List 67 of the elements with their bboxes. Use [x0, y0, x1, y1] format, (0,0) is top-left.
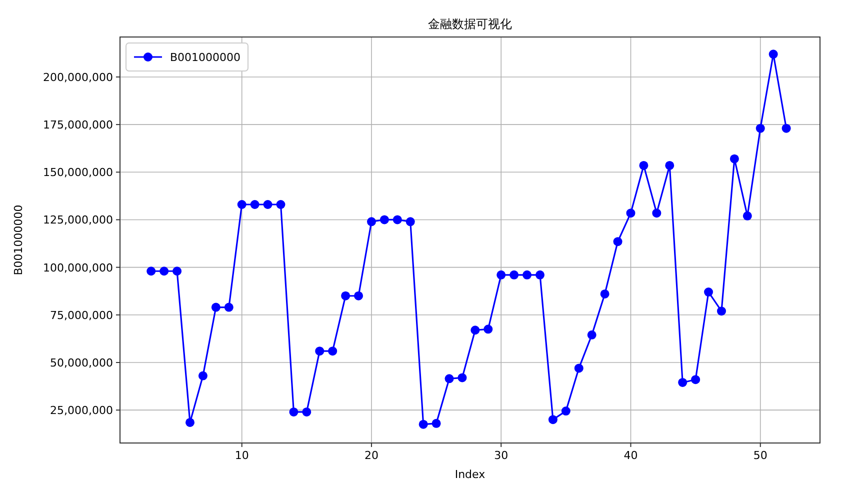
y-tick-label: 200,000,000 — [43, 70, 113, 84]
y-tick-label: 150,000,000 — [43, 166, 113, 180]
point — [691, 375, 700, 384]
point — [587, 330, 596, 340]
point — [160, 266, 169, 276]
point — [458, 373, 467, 382]
point — [678, 378, 688, 387]
x-tick-label: 50 — [753, 449, 768, 462]
x-tick-label: 20 — [364, 449, 378, 462]
point — [626, 208, 636, 218]
point — [237, 200, 246, 209]
point — [341, 291, 350, 300]
point — [548, 415, 558, 424]
point — [665, 160, 674, 170]
point — [146, 266, 156, 276]
point — [432, 418, 441, 428]
point — [716, 306, 726, 316]
point — [639, 160, 648, 170]
y-axis-title: B001000000 — [12, 204, 25, 276]
y-tick-label: 75,000,000 — [50, 308, 113, 322]
point — [172, 266, 182, 276]
point — [561, 406, 570, 416]
point — [470, 326, 480, 335]
point — [496, 270, 506, 280]
point — [418, 420, 428, 429]
x-tick-label: 40 — [624, 449, 638, 462]
point — [484, 324, 493, 334]
point — [315, 346, 324, 356]
point — [328, 346, 338, 356]
chart-title: 金融数据可视化 — [428, 17, 512, 31]
point — [186, 418, 194, 427]
x-tick-label: 10 — [234, 449, 249, 462]
x-axis-title: Index — [454, 468, 486, 481]
point — [263, 200, 272, 209]
point — [276, 200, 286, 209]
point — [756, 124, 765, 133]
point — [380, 215, 389, 224]
point — [574, 364, 584, 373]
point — [730, 154, 739, 164]
point — [704, 288, 714, 297]
y-tick-label: 50,000,000 — [50, 356, 113, 370]
point — [613, 237, 622, 246]
point — [742, 211, 752, 220]
legend-label: B001000000 — [170, 51, 241, 64]
point — [366, 217, 376, 226]
point — [600, 289, 610, 298]
point — [250, 200, 260, 209]
point — [302, 407, 312, 416]
y-tick-label: 125,000,000 — [43, 214, 113, 227]
point — [289, 407, 298, 416]
point — [444, 374, 454, 384]
point — [652, 208, 662, 218]
point — [522, 270, 532, 280]
y-tick-label: 175,000,000 — [43, 118, 113, 132]
point — [392, 215, 402, 224]
point — [768, 50, 778, 59]
x-tick-label: 30 — [494, 449, 508, 462]
point — [354, 291, 364, 300]
point — [536, 270, 544, 280]
y-tick-label: 100,000,000 — [43, 261, 113, 274]
y-tick-label: 25,000,000 — [50, 404, 113, 418]
point — [198, 371, 208, 380]
point — [782, 124, 791, 133]
point — [510, 270, 519, 280]
point — [406, 217, 415, 226]
point — [224, 302, 234, 312]
point — [211, 302, 220, 312]
